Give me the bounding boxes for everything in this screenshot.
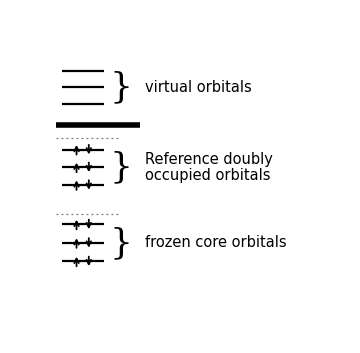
Text: virtual orbitals: virtual orbitals [145,80,252,95]
Text: }: } [109,70,132,104]
Text: }: } [109,226,132,260]
Text: frozen core orbitals: frozen core orbitals [145,235,287,251]
Text: }: } [109,150,132,184]
Text: Reference doubly: Reference doubly [145,152,273,167]
Text: occupied orbitals: occupied orbitals [145,168,271,183]
